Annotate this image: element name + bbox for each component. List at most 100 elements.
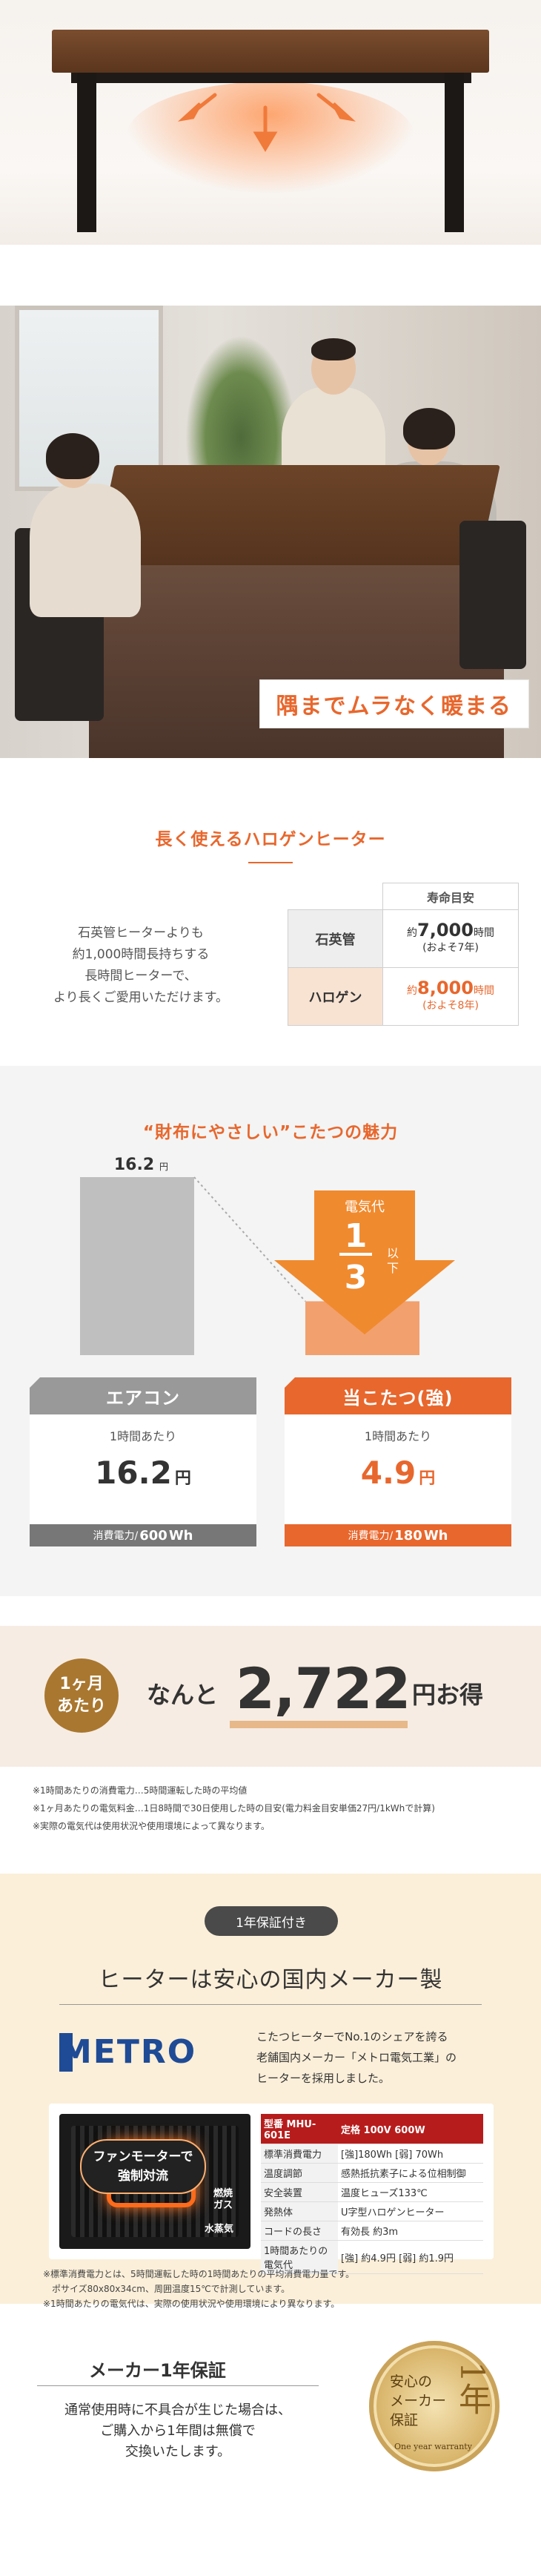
lifespan-unit: 時間 (473, 984, 494, 997)
table-leg (445, 73, 464, 232)
heater-fan-line: ファンモーターで (93, 2150, 193, 2164)
heater-tag: 燃焼 (213, 2188, 233, 2199)
seal-line: 保証 (390, 2412, 419, 2428)
warranty-pill: 1年保証付き (205, 1906, 338, 1936)
metro-logo-mark (59, 2033, 73, 2072)
savings-note: ※1ヶ月あたりの電気料金…1日8時間で30日使用した時の目安(電力料金目安単価2… (33, 1803, 435, 1814)
maker-footnotes: ※標準消費電力とは、5時間運転した時の1時間あたりの平均消費電力量です。 ポサイ… (43, 2267, 354, 2311)
spec-row: 温度調節 感熱抵抗素子による位相制御 (261, 2163, 483, 2183)
maker-heading: ヒーターは安心の国内メーカー製 (98, 1967, 443, 1993)
arrow-fraction-denominator: 3 (345, 1259, 368, 1297)
photo-table (93, 465, 500, 569)
spec-key: 安全装置 (261, 2182, 338, 2202)
lifespan-unit: 時間 (473, 926, 494, 939)
panel-price-number: 4.9 (360, 1455, 416, 1491)
maker-footnote: ※1時間あたりの電気代は、実際の使用状況や使用環境により異なります。 (43, 2299, 340, 2309)
spec-key: 温度調節 (261, 2163, 338, 2183)
lifespan-table-corner (288, 883, 383, 910)
panel-power-label: 消費電力/ (348, 1530, 394, 1542)
heater-unit-image: ファンモーターで 強制対流 燃焼 ガス 水蒸気 (59, 2114, 250, 2249)
savings-badge-line: 1ヶ月 (59, 1675, 104, 1693)
panel-body-aircon: 1時間あたり 16.2 円 (30, 1414, 256, 1524)
panel-power-value: 180 (394, 1527, 422, 1544)
heat-arrow-left-head-icon (178, 102, 202, 122)
maker-footnote: ポサイズ80x80x34cm、周囲温度15℃で計測しています。 (43, 2284, 291, 2294)
cost-chart: 16.2円4.9円電気代13以下 (80, 1156, 455, 1355)
warranty-seal-icon: 安心の メーカー 保証 1年 One year warranty (369, 2341, 499, 2471)
arrow-label: 電気代 (345, 1199, 385, 1215)
spec-value: [強] 約4.9円 [弱] 約1.9円 (338, 2240, 483, 2274)
lifespan-row-value: 約8,000時間 (およそ8年) (382, 967, 519, 1026)
guarantee-text: 通常使用時に不具合が生じた場合は、 ご購入から1年間は無償で 交換いたします。 (30, 2400, 326, 2463)
lifespan-number: 8,000 (417, 977, 474, 998)
lifespan-table-header: 寿命目安 (382, 883, 519, 910)
panel-header-text: エアコン (106, 1387, 180, 1409)
domestic-maker-section: 1年保証付き ヒーターは安心の国内メーカー製 METRO こたつヒーターでNo.… (0, 1874, 541, 2309)
maker-heading-rule (59, 2004, 482, 2005)
panel-body-kotatsu: 1時間あたり 4.9 円 (285, 1414, 511, 1524)
heat-arrow-down-head-icon (253, 131, 278, 152)
cost-comparison-section: “財布にやさしい”こたつの魅力 16.2円4.9円電気代13以下 エアコン 1時… (0, 1066, 541, 1596)
spec-key: コードの長さ (261, 2221, 338, 2241)
lifespan-prefix: 約 (407, 984, 418, 997)
spec-value: 有効長 約3m (338, 2221, 483, 2241)
photo-futon (89, 565, 504, 758)
person-woman-left-hair (46, 433, 99, 479)
panel-price-unit: 円 (419, 1469, 436, 1488)
table-top (52, 30, 489, 73)
spec-model: 型番 MHU-601E (261, 2114, 338, 2144)
savings-phrase: なんと (147, 1681, 219, 1709)
seal-big-text: 1年 (453, 2362, 491, 2415)
savings-badge: 1ヶ月 あたり (44, 1658, 119, 1733)
halogen-description: 石英管ヒーターよりも 約1,000時間長持ちする 長時間ヒーターで、 より長くご… (0, 883, 282, 1026)
halogen-description-line: 石英管ヒーターよりも (78, 926, 204, 941)
heater-tag: 水蒸気 (205, 2224, 234, 2235)
spec-row: 1時間あたりの電気代 [強] 約4.9円 [弱] 約1.9円 (261, 2240, 483, 2274)
metro-logo: METRO (59, 2033, 197, 2071)
panel-power-label: 消費電力/ (93, 1530, 139, 1542)
guarantee-text-line: ご購入から1年間は無償で (100, 2423, 256, 2439)
panel-price: 16.2 円 (30, 1455, 256, 1491)
heat-arrow-right-head-icon (331, 102, 356, 122)
person-woman-right-hair (403, 408, 455, 449)
monthly-savings-section: 1ヶ月 あたり なんと 2,722 円お得 ※1時間あたりの消費電力…5時間運転… (0, 1596, 541, 1841)
halogen-description-line: 約1,000時間長持ちする (72, 947, 210, 962)
savings-amount-underline (230, 1721, 408, 1728)
arrow-fraction-bar (339, 1253, 372, 1256)
seal-line: メーカー (390, 2393, 447, 2409)
heater-table-image (0, 0, 541, 245)
spec-row: コードの長さ 有効長 約3m (261, 2221, 483, 2241)
spec-value: 温度ヒューズ133℃ (338, 2182, 483, 2202)
spec-row: 標準消費電力 [強]180Wh [弱] 70Wh (261, 2144, 483, 2164)
maker-intro-line: ヒーターを採用しました。 (256, 2072, 391, 2085)
savings-amount: 2,722 (236, 1656, 411, 1722)
cost-connector-line (193, 1176, 306, 1302)
photo-caption-text: 隅までムラなく暖まる (276, 694, 512, 719)
heater-fan-label: ファンモーターで 強制対流 (80, 2139, 206, 2194)
savings-notes: ※1時間あたりの消費電力…5時間運転した時の平均値 ※1ヶ月あたりの電気料金…1… (33, 1782, 435, 1835)
halogen-section: 長く使えるハロゲンヒーター 石英管ヒーターよりも 約1,000時間長持ちする 長… (0, 758, 541, 1029)
maker-intro-line: 老舗国内メーカー「メトロ電気工業」の (256, 2051, 457, 2064)
cost-title: “財布にやさしい”こたつの魅力 (142, 1123, 399, 1142)
maker-intro: こたつヒーターでNo.1のシェアを誇る 老舗国内メーカー「メトロ電気工業」の ヒ… (256, 2026, 494, 2089)
cost-bar-unit: 円 (159, 1162, 168, 1172)
arrow-suffix: 下 (387, 1261, 399, 1275)
panel-price-number: 16.2 (95, 1455, 172, 1491)
guarantee-text-line: 交換いたします。 (125, 2444, 231, 2460)
savings-suffix: 円お得 (412, 1681, 484, 1709)
savings-badge-line: あたり (56, 1697, 106, 1716)
cost-bar-value: 16.2 (114, 1156, 154, 1174)
lifespan-row: 石英管 約7,000時間 (およそ7年) (288, 909, 519, 968)
heater-fan-line: 強制対流 (118, 2169, 168, 2184)
lifespan-table: 寿命目安 石英管 約7,000時間 (およそ7年) ハロゲン 約8,000時間 … (288, 883, 519, 1026)
savings-note: ※1時間あたりの消費電力…5時間運転した時の平均値 (33, 1785, 248, 1796)
halogen-description-line: 長時間ヒーターで、 (84, 969, 197, 984)
halogen-description-line: より長くご愛用いただけます。 (53, 990, 228, 1005)
photo-caption: 隅までムラなく暖まる (259, 679, 529, 728)
panel-power-unit: Wh (168, 1527, 193, 1544)
guarantee-title: メーカー1年保証 (89, 2360, 226, 2381)
lifespan-years: (およそ7年) (422, 941, 479, 954)
lifespan-row-name: ハロゲン (288, 967, 383, 1026)
halogen-title-underline (248, 862, 293, 863)
family-kotatsu-photo: 隅までムラなく暖まる (0, 306, 541, 758)
